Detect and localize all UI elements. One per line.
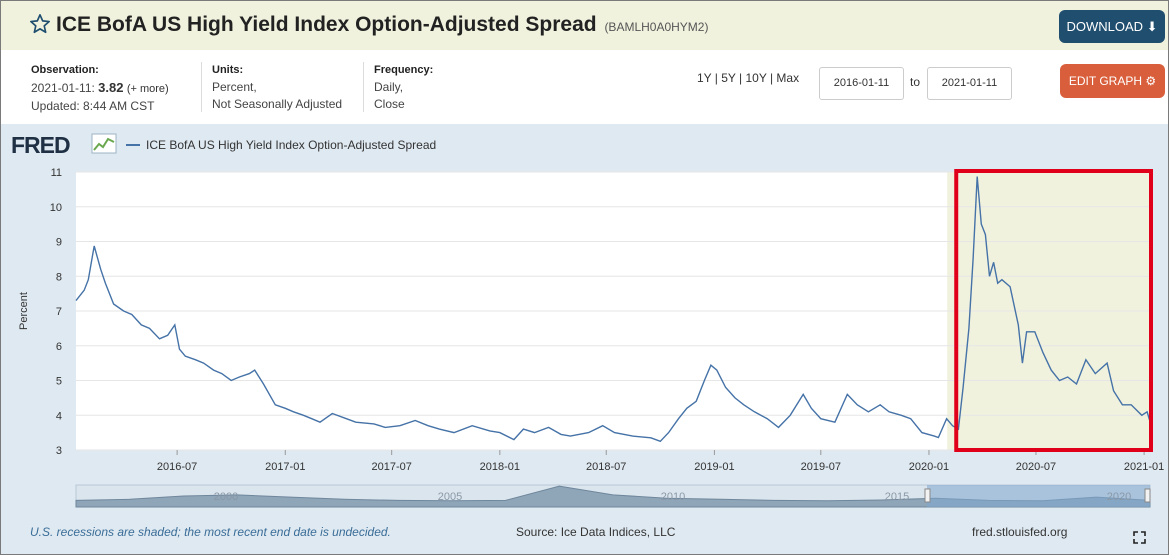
navigator-selection	[927, 485, 1150, 507]
observation-block: Observation: 2021-01-11: 3.82 (+ more) U…	[31, 62, 169, 115]
chart-panel: FRED ICE BofA US High Yield Index Option…	[1, 124, 1168, 554]
range-selector[interactable]: 1Y | 5Y | 10Y | Max	[697, 71, 800, 85]
units-line1: Percent,	[212, 80, 257, 94]
observation-label: Observation:	[31, 64, 99, 76]
more-link[interactable]: (+ more)	[126, 83, 169, 95]
x-tick-label: 2016-07	[157, 461, 197, 473]
navigator-label: 2015	[885, 491, 909, 503]
fred-logo: FRED	[11, 132, 70, 158]
y-tick-label: 11	[51, 167, 62, 179]
chart: FRED ICE BofA US High Yield Index Option…	[11, 132, 1164, 508]
gridlines	[76, 171, 1150, 451]
y-tick-label: 3	[56, 445, 62, 457]
legend-label: ICE BofA US High Yield Index Option-Adju…	[146, 138, 436, 152]
x-tick-label: 2018-01	[480, 461, 520, 473]
info-row: Observation: 2021-01-11: 3.82 (+ more) U…	[1, 50, 1168, 124]
series-id: (BAMLH0A0HYM2)	[604, 20, 709, 34]
source-url[interactable]: fred.stlouisfed.org	[972, 525, 1068, 539]
navigator-label: 2005	[438, 491, 462, 503]
y-tick-label: 7	[56, 306, 62, 318]
units-label: Units:	[212, 64, 244, 76]
observation-date: 2021-01-11:	[31, 81, 95, 95]
x-tick-label: 2017-01	[265, 461, 305, 473]
y-axis-label: Percent	[18, 292, 30, 330]
navigator-label: 2020	[1107, 491, 1131, 503]
frequency-line1: Daily,	[374, 80, 404, 94]
y-tick-label: 5	[56, 376, 62, 388]
x-tick-label: 2020-01	[909, 461, 949, 473]
navigator-handle	[924, 488, 931, 503]
date-navigator[interactable]: 2000 2005 2010 2015 2020	[75, 484, 1151, 508]
x-tick-label: 2021-01	[1124, 461, 1164, 473]
y-tick-label: 9	[56, 237, 62, 249]
edit-graph-button[interactable]: EDIT GRAPH ⚙	[1060, 64, 1165, 98]
x-tick-label: 2018-07	[586, 461, 626, 473]
highlight-box	[954, 169, 1154, 452]
x-tick-label: 2020-07	[1016, 461, 1056, 473]
frequency-label: Frequency:	[374, 64, 434, 76]
recession-note: U.S. recessions are shaded; the most rec…	[30, 525, 391, 539]
source-label: Source: Ice Data Indices, LLC	[516, 525, 676, 539]
y-axis: 3 4 5 6 7 8 9 10 11	[50, 167, 62, 457]
x-tick-label: 2019-07	[801, 461, 841, 473]
fullscreen-icon[interactable]	[1133, 531, 1146, 544]
x-tick-label: 2019-01	[694, 461, 734, 473]
x-tick-label: 2017-07	[371, 461, 411, 473]
frequency-line2: Close	[374, 97, 405, 111]
y-tick-label: 8	[56, 271, 62, 283]
series-title: ICE BofA US High Yield Index Option-Adju…	[56, 13, 597, 36]
y-tick-label: 10	[50, 202, 62, 214]
star-icon[interactable]	[29, 13, 51, 35]
navigator-label: 2010	[661, 491, 685, 503]
page-title: ICE BofA US High Yield Index Option-Adju…	[56, 13, 708, 37]
y-tick-label: 6	[56, 341, 62, 353]
series-line	[75, 176, 1151, 443]
observation-value: 3.82	[98, 80, 124, 95]
start-date-input[interactable]: 2016-01-11	[819, 67, 904, 100]
navigator-handle	[1144, 488, 1151, 503]
fred-logo-icon	[91, 133, 117, 154]
to-label: to	[910, 75, 921, 89]
updated-time: Updated: 8:44 AM CST	[31, 99, 155, 113]
frequency-block: Frequency: Daily, Close	[363, 62, 433, 112]
navigator-label: 2000	[214, 491, 238, 503]
end-date-input[interactable]: 2021-01-11	[927, 67, 1012, 100]
units-block: Units: Percent, Not Seasonally Adjusted	[201, 62, 342, 112]
download-button[interactable]: DOWNLOAD ⬇	[1059, 10, 1165, 43]
x-axis: 2016-07 2017-01 2017-07 2018-01 2018-07 2019-…	[157, 450, 1164, 473]
units-line2: Not Seasonally Adjusted	[212, 97, 343, 111]
y-tick-label: 4	[56, 410, 62, 422]
title-bar: ICE BofA US High Yield Index Option-Adju…	[1, 1, 1168, 50]
